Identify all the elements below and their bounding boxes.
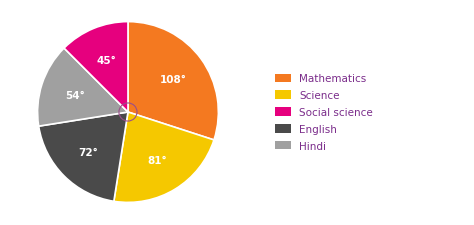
Wedge shape bbox=[37, 49, 128, 127]
Text: 81°: 81° bbox=[147, 155, 167, 165]
Wedge shape bbox=[128, 22, 219, 140]
Wedge shape bbox=[64, 22, 128, 112]
Text: 108°: 108° bbox=[160, 75, 187, 85]
Text: 72°: 72° bbox=[79, 147, 98, 157]
Wedge shape bbox=[39, 112, 128, 201]
Text: 54°: 54° bbox=[65, 90, 84, 100]
Wedge shape bbox=[114, 112, 214, 202]
Legend: Mathematics, Science, Social science, English, Hindi: Mathematics, Science, Social science, En… bbox=[272, 71, 376, 154]
Text: 45°: 45° bbox=[97, 56, 117, 66]
